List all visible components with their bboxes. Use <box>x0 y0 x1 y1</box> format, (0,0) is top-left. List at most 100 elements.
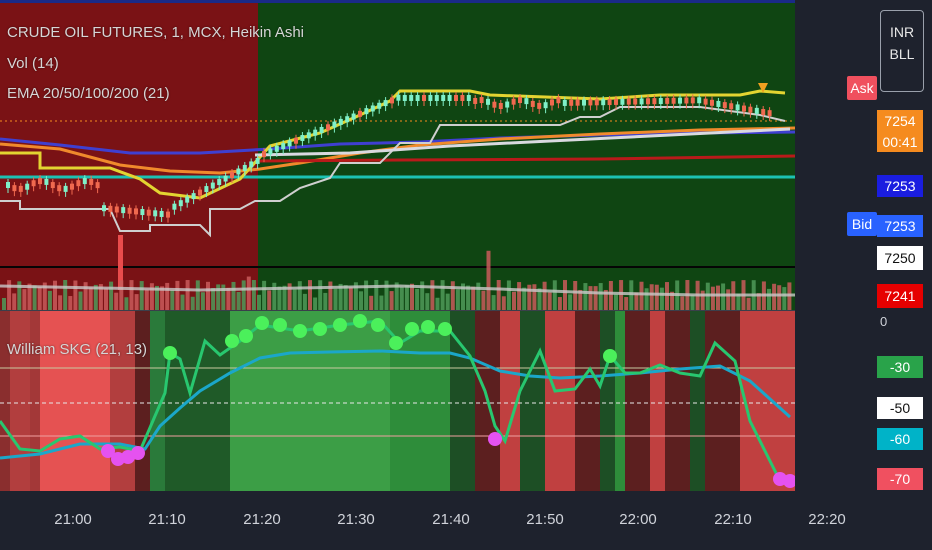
candle-body <box>274 145 279 152</box>
volume-bar <box>420 281 425 310</box>
symbol-title[interactable]: CRUDE OIL FUTURES, 1, MCX, Heikin Ashi <box>7 24 305 41</box>
ema-indicator-label[interactable]: EMA 20/50/100/200 (21) <box>7 85 170 102</box>
volume-bar <box>450 281 455 310</box>
volume-bar <box>216 284 221 310</box>
oscillator-dot-green <box>389 336 403 350</box>
volume-bar <box>532 284 537 310</box>
volume-bar <box>772 283 777 310</box>
candle-body <box>172 203 177 210</box>
volume-bar <box>241 280 246 310</box>
oscillator-dot-magenta <box>783 474 795 488</box>
volume-bar <box>399 287 404 310</box>
time-axis[interactable] <box>0 495 932 550</box>
volume-bar <box>568 294 573 310</box>
candle-body <box>178 200 183 207</box>
oscillator-bg-band <box>0 311 10 491</box>
candle-body <box>44 178 49 185</box>
oscillator-dot-green <box>255 316 269 330</box>
candle-body <box>684 97 689 104</box>
oscillator-dot-green <box>293 324 307 338</box>
candle-body <box>524 98 529 105</box>
volume-bar <box>736 293 741 310</box>
volume-bar <box>461 283 465 310</box>
volume-bar <box>557 297 562 310</box>
candle-body <box>614 98 618 105</box>
candle-body <box>697 97 702 104</box>
candle-body <box>665 97 670 104</box>
volume-bar <box>384 280 389 310</box>
volume-bar <box>353 282 358 310</box>
candle-body <box>18 185 23 192</box>
price-chart-canvas[interactable] <box>0 3 795 310</box>
volume-bar <box>527 284 532 310</box>
volume-bar <box>282 285 287 310</box>
candle-body <box>633 98 638 105</box>
volume-bar <box>547 292 552 310</box>
volume-bar <box>313 297 318 310</box>
volume-bar <box>180 294 185 310</box>
oscillator-dot-green <box>273 318 287 332</box>
price-pane[interactable] <box>0 3 795 310</box>
candle-body <box>383 100 388 107</box>
oscillator-main-line <box>0 319 782 482</box>
volume-bar <box>221 284 226 310</box>
volume-bar <box>302 293 307 310</box>
volume-bar <box>139 281 144 310</box>
candle-body <box>690 97 695 104</box>
candle-body <box>473 97 478 104</box>
candle-body <box>748 106 753 113</box>
candle-body <box>511 98 516 105</box>
volume-bar <box>639 281 644 310</box>
volume-bar <box>746 297 751 310</box>
candle-body <box>262 151 266 158</box>
volume-bar <box>501 296 506 310</box>
candle-body <box>441 95 446 101</box>
candle-body <box>217 179 222 186</box>
candle-body <box>287 140 292 147</box>
volume-bar <box>466 285 471 310</box>
time-tick: 22:00 <box>619 511 657 528</box>
candle-body <box>76 180 81 187</box>
volume-bar <box>486 250 491 310</box>
oscillator-indicator-label[interactable]: William SKG (21, 13) <box>7 341 148 358</box>
volume-bar <box>710 286 715 310</box>
volume-bar <box>93 284 98 310</box>
pane-divider[interactable] <box>0 310 795 311</box>
volume-bar <box>369 295 374 310</box>
volume-bar <box>190 296 195 310</box>
oscillator-chart-canvas[interactable] <box>0 311 795 491</box>
oscillator-dot-magenta <box>131 446 145 460</box>
oscillator-bg-band <box>450 311 475 491</box>
volume-bar <box>348 287 353 310</box>
candle-body <box>550 99 554 106</box>
time-tick: 22:10 <box>714 511 752 528</box>
candle-body <box>134 208 138 215</box>
ask-label: Ask <box>847 76 877 100</box>
candle-body <box>326 124 330 131</box>
volume-bar <box>47 290 52 310</box>
candle-body <box>710 99 714 106</box>
oscillator-bg-band <box>615 311 625 491</box>
candle-body <box>518 97 522 104</box>
candle-body <box>319 126 324 133</box>
volume-bar <box>512 291 516 310</box>
volume-indicator-label[interactable]: Vol (14) <box>7 55 59 72</box>
volume-bar <box>716 285 720 310</box>
volume-bar <box>721 283 726 310</box>
candle-body <box>486 98 490 105</box>
currency-unit-button[interactable]: INR BLL <box>880 10 924 92</box>
candle-body <box>767 110 772 117</box>
volume-bar <box>32 285 37 310</box>
candle-body <box>166 211 170 218</box>
volume-bar <box>343 285 348 310</box>
oscillator-pane[interactable] <box>0 311 795 491</box>
volume-bar <box>455 289 460 310</box>
candle-body <box>735 104 740 111</box>
volume-bar <box>537 288 542 310</box>
volume-bar <box>226 287 231 310</box>
candle-body <box>345 116 350 123</box>
candle-body <box>338 118 343 125</box>
volume-bar <box>267 290 272 310</box>
volume-bar <box>782 287 787 310</box>
candle-body <box>543 102 548 109</box>
